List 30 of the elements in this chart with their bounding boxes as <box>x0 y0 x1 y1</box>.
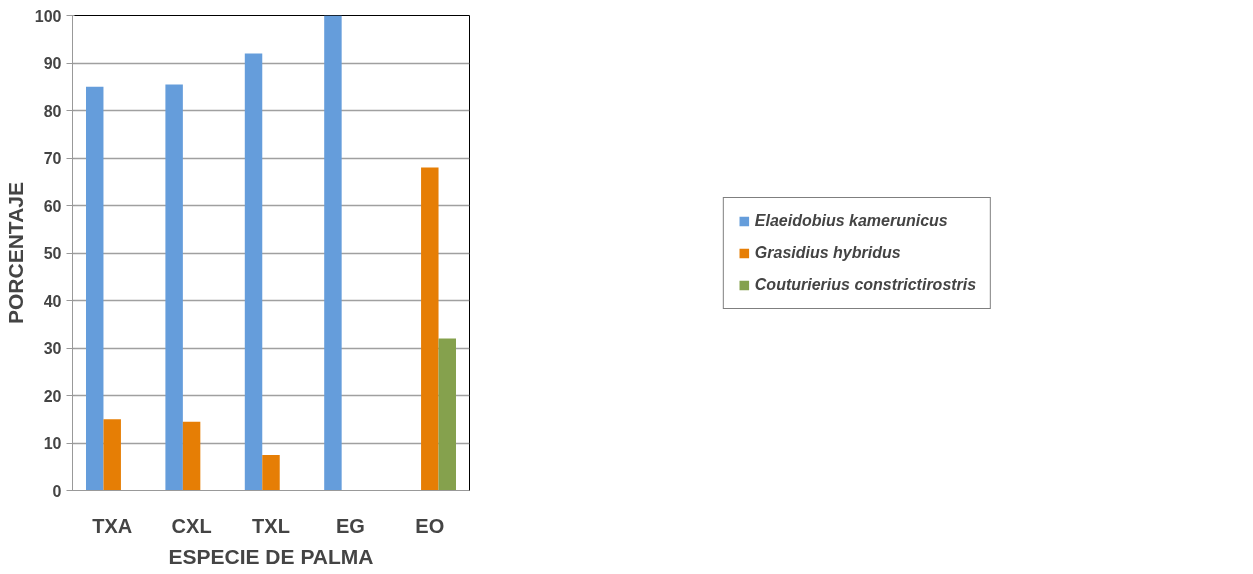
bar <box>103 419 121 491</box>
bar <box>182 421 201 491</box>
y-axis-title: PORCENTAJE <box>3 182 27 324</box>
x-axis-title: ESPECIE DE PALMA <box>168 544 374 568</box>
bar <box>262 454 280 491</box>
legend-label: Elaeidobius kamerunicus <box>754 211 948 230</box>
y-tick-label: 10 <box>43 435 62 452</box>
y-tick-label: 70 <box>43 150 62 167</box>
bar <box>438 338 456 491</box>
y-tick-label: 40 <box>43 292 62 310</box>
legend-label: Couturierius constrictirostris <box>754 275 977 294</box>
bar <box>244 53 263 491</box>
y-tick-label: 80 <box>43 102 62 120</box>
y-tick-label: 60 <box>43 197 62 215</box>
x-tick-label: TXL <box>252 514 290 537</box>
x-tick-label: EO <box>415 514 445 537</box>
x-tick-label: CXL <box>171 514 212 537</box>
bar <box>86 86 104 491</box>
x-tick-label: EG <box>335 514 365 537</box>
bar <box>324 15 342 491</box>
bar <box>165 84 183 491</box>
y-tick-label: 0 <box>52 482 62 500</box>
legend-label: Grasidius hybridus <box>754 243 901 262</box>
y-tick-label: 100 <box>34 7 62 25</box>
bar <box>421 167 439 491</box>
y-tick-label: 50 <box>43 245 62 262</box>
y-tick-label: 20 <box>43 387 62 405</box>
y-tick-label: 90 <box>43 55 62 72</box>
x-tick-label: TXA <box>92 514 133 537</box>
y-tick-label: 30 <box>43 340 62 357</box>
